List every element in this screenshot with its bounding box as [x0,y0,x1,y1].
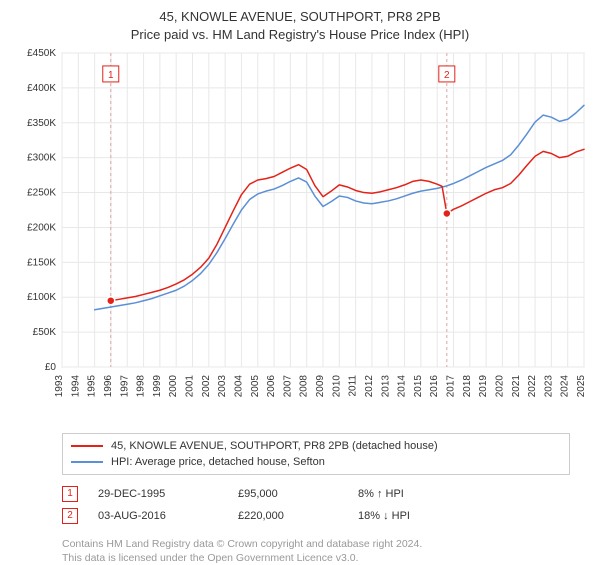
svg-text:2018: 2018 [462,375,473,398]
svg-text:2015: 2015 [413,375,424,398]
svg-text:£0: £0 [45,362,57,373]
point-marker-2: 2 [62,508,78,524]
legend-swatch-blue [71,461,103,463]
svg-text:1993: 1993 [54,375,65,398]
point-legend: 1 29-DEC-1995 £95,000 8% ↑ HPI 2 03-AUG-… [62,483,570,527]
svg-text:2005: 2005 [250,375,261,398]
svg-text:1996: 1996 [103,375,114,398]
svg-text:1995: 1995 [87,375,98,398]
point-price: £95,000 [238,483,358,505]
legend-swatch-red [71,445,103,447]
point-date: 29-DEC-1995 [98,483,238,505]
svg-text:2020: 2020 [494,375,505,398]
point-legend-row: 1 29-DEC-1995 £95,000 8% ↑ HPI [62,483,570,505]
svg-text:£200K: £200K [27,223,56,234]
svg-text:1999: 1999 [152,375,163,398]
line-chart: £0 £50K £100K £150K £200K £250K £300K £350K £400… [10,47,590,427]
svg-text:2017: 2017 [446,375,457,398]
svg-text:2011: 2011 [348,375,359,397]
svg-text:2021: 2021 [511,375,522,398]
footnote-line1: Contains HM Land Registry data © Crown c… [62,537,570,551]
series-legend-row: 45, KNOWLE AVENUE, SOUTHPORT, PR8 2PB (d… [71,438,561,454]
series-legend-row: HPI: Average price, detached house, Seft… [71,454,561,470]
svg-text:£100K: £100K [27,292,56,303]
svg-text:2004: 2004 [233,375,244,398]
legend-label: HPI: Average price, detached house, Seft… [111,454,325,470]
footnote-line2: This data is licensed under the Open Gov… [62,551,570,565]
svg-text:£450K: £450K [27,48,56,59]
svg-text:2008: 2008 [299,375,310,398]
svg-text:2007: 2007 [282,375,293,398]
svg-text:2009: 2009 [315,375,326,398]
svg-text:£400K: £400K [27,83,56,94]
svg-text:2003: 2003 [217,375,228,398]
svg-text:2014: 2014 [397,375,408,398]
svg-text:2000: 2000 [168,375,179,398]
svg-text:2: 2 [444,70,450,81]
svg-text:2001: 2001 [185,375,196,398]
svg-text:1998: 1998 [136,375,147,398]
point-hpi: 18% ↓ HPI [358,505,410,527]
chart-title: 45, KNOWLE AVENUE, SOUTHPORT, PR8 2PB Pr… [10,8,590,43]
svg-text:1997: 1997 [119,375,130,398]
point-price: £220,000 [238,505,358,527]
point-hpi: 8% ↑ HPI [358,483,404,505]
svg-text:£150K: £150K [27,257,56,268]
series-legend: 45, KNOWLE AVENUE, SOUTHPORT, PR8 2PB (d… [62,433,570,475]
svg-text:2010: 2010 [331,375,342,398]
title-line2: Price paid vs. HM Land Registry's House … [10,26,590,44]
svg-text:£300K: £300K [27,153,56,164]
svg-text:2023: 2023 [543,375,554,398]
chart-area: £0 £50K £100K £150K £200K £250K £300K £350K £400… [10,47,590,427]
svg-text:£50K: £50K [33,327,57,338]
svg-text:2024: 2024 [560,375,571,398]
chart-container: 45, KNOWLE AVENUE, SOUTHPORT, PR8 2PB Pr… [0,0,600,560]
svg-text:2025: 2025 [576,375,587,398]
svg-text:2022: 2022 [527,375,538,398]
svg-text:2016: 2016 [429,375,440,398]
svg-text:2006: 2006 [266,375,277,398]
svg-text:2013: 2013 [380,375,391,398]
footnote: Contains HM Land Registry data © Crown c… [62,537,570,565]
svg-text:2002: 2002 [201,375,212,398]
svg-text:2019: 2019 [478,375,489,398]
svg-text:£250K: £250K [27,188,56,199]
svg-text:£350K: £350K [27,118,56,129]
svg-text:2012: 2012 [364,375,375,398]
title-line1: 45, KNOWLE AVENUE, SOUTHPORT, PR8 2PB [10,8,590,26]
point-marker-1: 1 [62,486,78,502]
svg-text:1: 1 [108,70,114,81]
svg-text:1994: 1994 [70,375,81,398]
point-legend-row: 2 03-AUG-2016 £220,000 18% ↓ HPI [62,505,570,527]
legend-label: 45, KNOWLE AVENUE, SOUTHPORT, PR8 2PB (d… [111,438,438,454]
point-date: 03-AUG-2016 [98,505,238,527]
